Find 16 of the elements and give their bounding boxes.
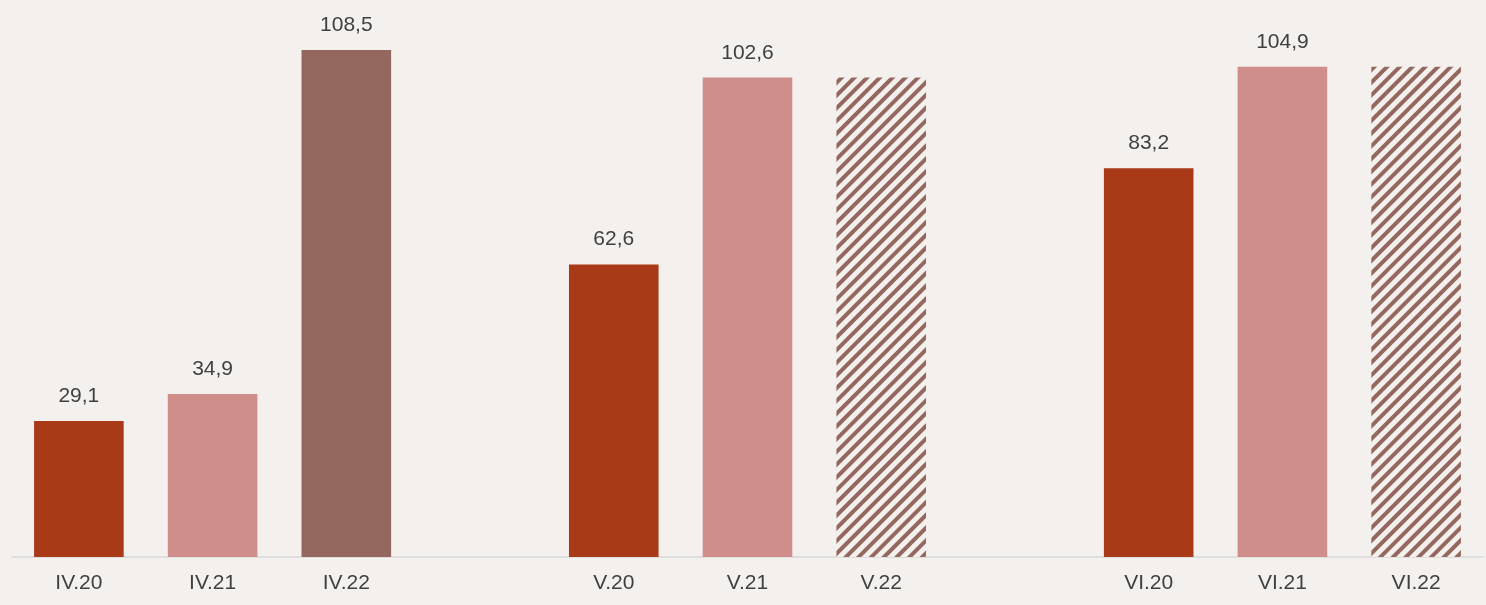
data-label: 62,6 [593,226,635,250]
data-label: 108,5 [320,12,373,35]
x-tick-label: IV.21 [189,570,237,593]
data-label: 29,1 [58,383,100,407]
x-tick-label: IV.20 [55,570,103,593]
data-label: 34,9 [192,355,234,379]
x-tick-label: V.22 [860,570,902,593]
data-label: 104,9 [1256,28,1309,52]
x-tick-label: IV.22 [322,570,370,593]
data-label: 83,2 [1128,130,1170,154]
x-tick-label: V.21 [726,570,769,593]
x-tick-label: V.20 [593,570,635,593]
data-label: 102,6 [721,39,774,63]
x-tick-label: VI.21 [1257,570,1307,593]
x-tick-label: VI.22 [1391,570,1441,593]
x-tick-label: VI.20 [1124,570,1174,593]
